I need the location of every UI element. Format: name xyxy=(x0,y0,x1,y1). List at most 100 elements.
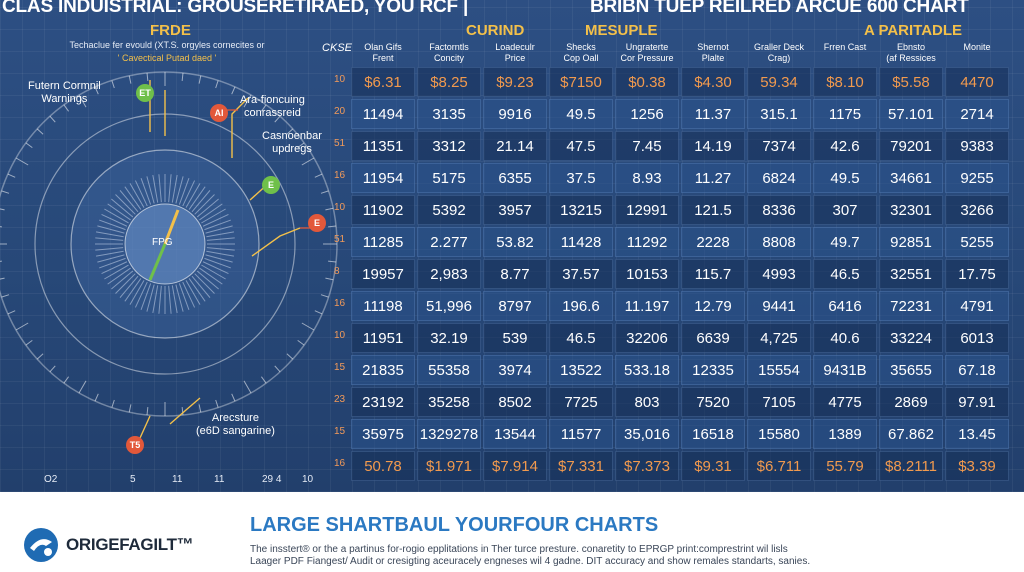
gauge-tick xyxy=(286,353,294,360)
table-cell: 7725 xyxy=(549,387,613,417)
gauge-spoke xyxy=(204,257,231,269)
table-cell: 11351 xyxy=(351,131,415,161)
gauge-tick xyxy=(63,104,70,112)
column-header: Shernot Plalte xyxy=(697,42,729,63)
gauge-spoke xyxy=(205,254,233,263)
gauge-spoke xyxy=(168,174,172,203)
table-cell: $9.23 xyxy=(483,67,547,97)
table-cell: 15554 xyxy=(747,355,811,385)
footer-text-1: The insstert® or the a partinus for-rogi… xyxy=(250,544,788,555)
gauge-tick xyxy=(0,260,2,262)
gauge-spoke xyxy=(107,267,131,285)
gauge-tick xyxy=(25,142,33,149)
gauge-spoke xyxy=(101,261,128,275)
gauge-tick xyxy=(320,294,329,298)
group-label-3: MESUPLE xyxy=(585,22,658,39)
table-cell: 35258 xyxy=(417,387,481,417)
gauge-spoke xyxy=(171,174,178,203)
gauge-spoke xyxy=(107,203,131,221)
table-cell: 35,016 xyxy=(615,419,679,449)
table-cell: $0.38 xyxy=(615,67,679,97)
table-cell: 57.101 xyxy=(879,99,943,129)
marker-red-bottom: T5 xyxy=(126,436,144,454)
table-cell: 35975 xyxy=(351,419,415,449)
bottom-tick-3: 11 xyxy=(172,474,183,485)
gauge-spoke xyxy=(115,273,136,294)
gauge-spoke xyxy=(178,178,190,205)
table-cell: 49.5 xyxy=(813,163,877,193)
table-cell: $3.39 xyxy=(945,451,1009,481)
label-updregs: Casnoenbar updregs xyxy=(262,130,322,155)
table-cell: 42.6 xyxy=(813,131,877,161)
gauge-spoke xyxy=(206,247,235,251)
table-cell: 6013 xyxy=(945,323,1009,353)
table-cell: 8808 xyxy=(747,227,811,257)
gauge-spoke xyxy=(119,190,139,213)
gauge-spoke xyxy=(104,264,129,280)
gauge-tick xyxy=(286,128,294,135)
table-cell: 32301 xyxy=(879,195,943,225)
gauge-spoke xyxy=(124,186,142,210)
table-cell: 13215 xyxy=(549,195,613,225)
table-cell: 46.5 xyxy=(549,323,613,353)
gauge-spoke xyxy=(146,284,155,312)
column-header: Ungraterte Cor Pressure xyxy=(620,42,674,63)
gauge-spoke xyxy=(99,257,126,269)
marker-green-top: ET xyxy=(136,84,154,102)
gauge-spoke xyxy=(95,250,124,257)
gauge-tick xyxy=(1,294,10,298)
gauge-spoke xyxy=(146,176,155,204)
gauge-spoke xyxy=(191,190,211,213)
gauge-outer-ring xyxy=(0,71,338,417)
gauge-tick xyxy=(243,380,252,394)
gauge-tick xyxy=(94,393,99,402)
table-cell: 13.45 xyxy=(945,419,1009,449)
table-cell: 13544 xyxy=(483,419,547,449)
table-cell: 3974 xyxy=(483,355,547,385)
gauge-tick xyxy=(181,72,184,81)
column-header: Ebnsto (af Ressices xyxy=(886,42,936,63)
table-cell: 2,983 xyxy=(417,259,481,289)
table-cell: $9.31 xyxy=(681,451,745,481)
gauge-tick xyxy=(15,157,29,166)
table-cell: $7150 xyxy=(549,67,613,97)
table-cell: 11285 xyxy=(351,227,415,257)
gauge-diagram xyxy=(0,71,338,439)
gauge-ticks xyxy=(0,72,337,416)
left-subtitle-1: Techaclue fer evould (XT.S. orgyles corn… xyxy=(69,40,265,50)
table-row: 19957 2,983 8.77 37.57 10153 115.7 4993 46.5 325… xyxy=(350,258,1010,290)
table-cell: $7.331 xyxy=(549,451,613,481)
row-index-label: 16 xyxy=(334,298,346,309)
table-cell: 35655 xyxy=(879,355,943,385)
table-cell: 2714 xyxy=(945,99,1009,129)
gauge-spoke xyxy=(196,198,219,218)
gauge-tick xyxy=(0,208,5,211)
gauge-spoke xyxy=(196,270,219,290)
table-cell: 3266 xyxy=(945,195,1009,225)
table-cell: 72231 xyxy=(879,291,943,321)
table-cell: $7.914 xyxy=(483,451,547,481)
table-cell: $1.971 xyxy=(417,451,481,481)
table-cell: 79201 xyxy=(879,131,943,161)
bottom-tick-4: 11 xyxy=(214,474,225,485)
table-cell: 9255 xyxy=(945,163,1009,193)
group-label-1: FRDE xyxy=(150,22,191,39)
table-cell: $7.373 xyxy=(615,451,679,481)
gauge-tick xyxy=(231,86,236,95)
table-cell: 23192 xyxy=(351,387,415,417)
table-cell: 3957 xyxy=(483,195,547,225)
gauge-tick xyxy=(49,115,56,123)
table-cell: 5175 xyxy=(417,163,481,193)
left-subtitle-2: ' Cavectical Putad daed ' xyxy=(117,53,217,63)
gauge-spoke xyxy=(152,285,159,314)
table-cell: 67.18 xyxy=(945,355,1009,385)
table-cell: 14.19 xyxy=(681,131,745,161)
table-cell: 5255 xyxy=(945,227,1009,257)
table-cell: 34661 xyxy=(879,163,943,193)
gauge-spoke xyxy=(182,281,196,308)
gauge-tick xyxy=(111,399,115,408)
gauge-spoke xyxy=(205,225,233,234)
gauge-tick xyxy=(325,277,334,281)
gauge-tick xyxy=(63,376,70,384)
table-cell: 59.34 xyxy=(747,67,811,97)
